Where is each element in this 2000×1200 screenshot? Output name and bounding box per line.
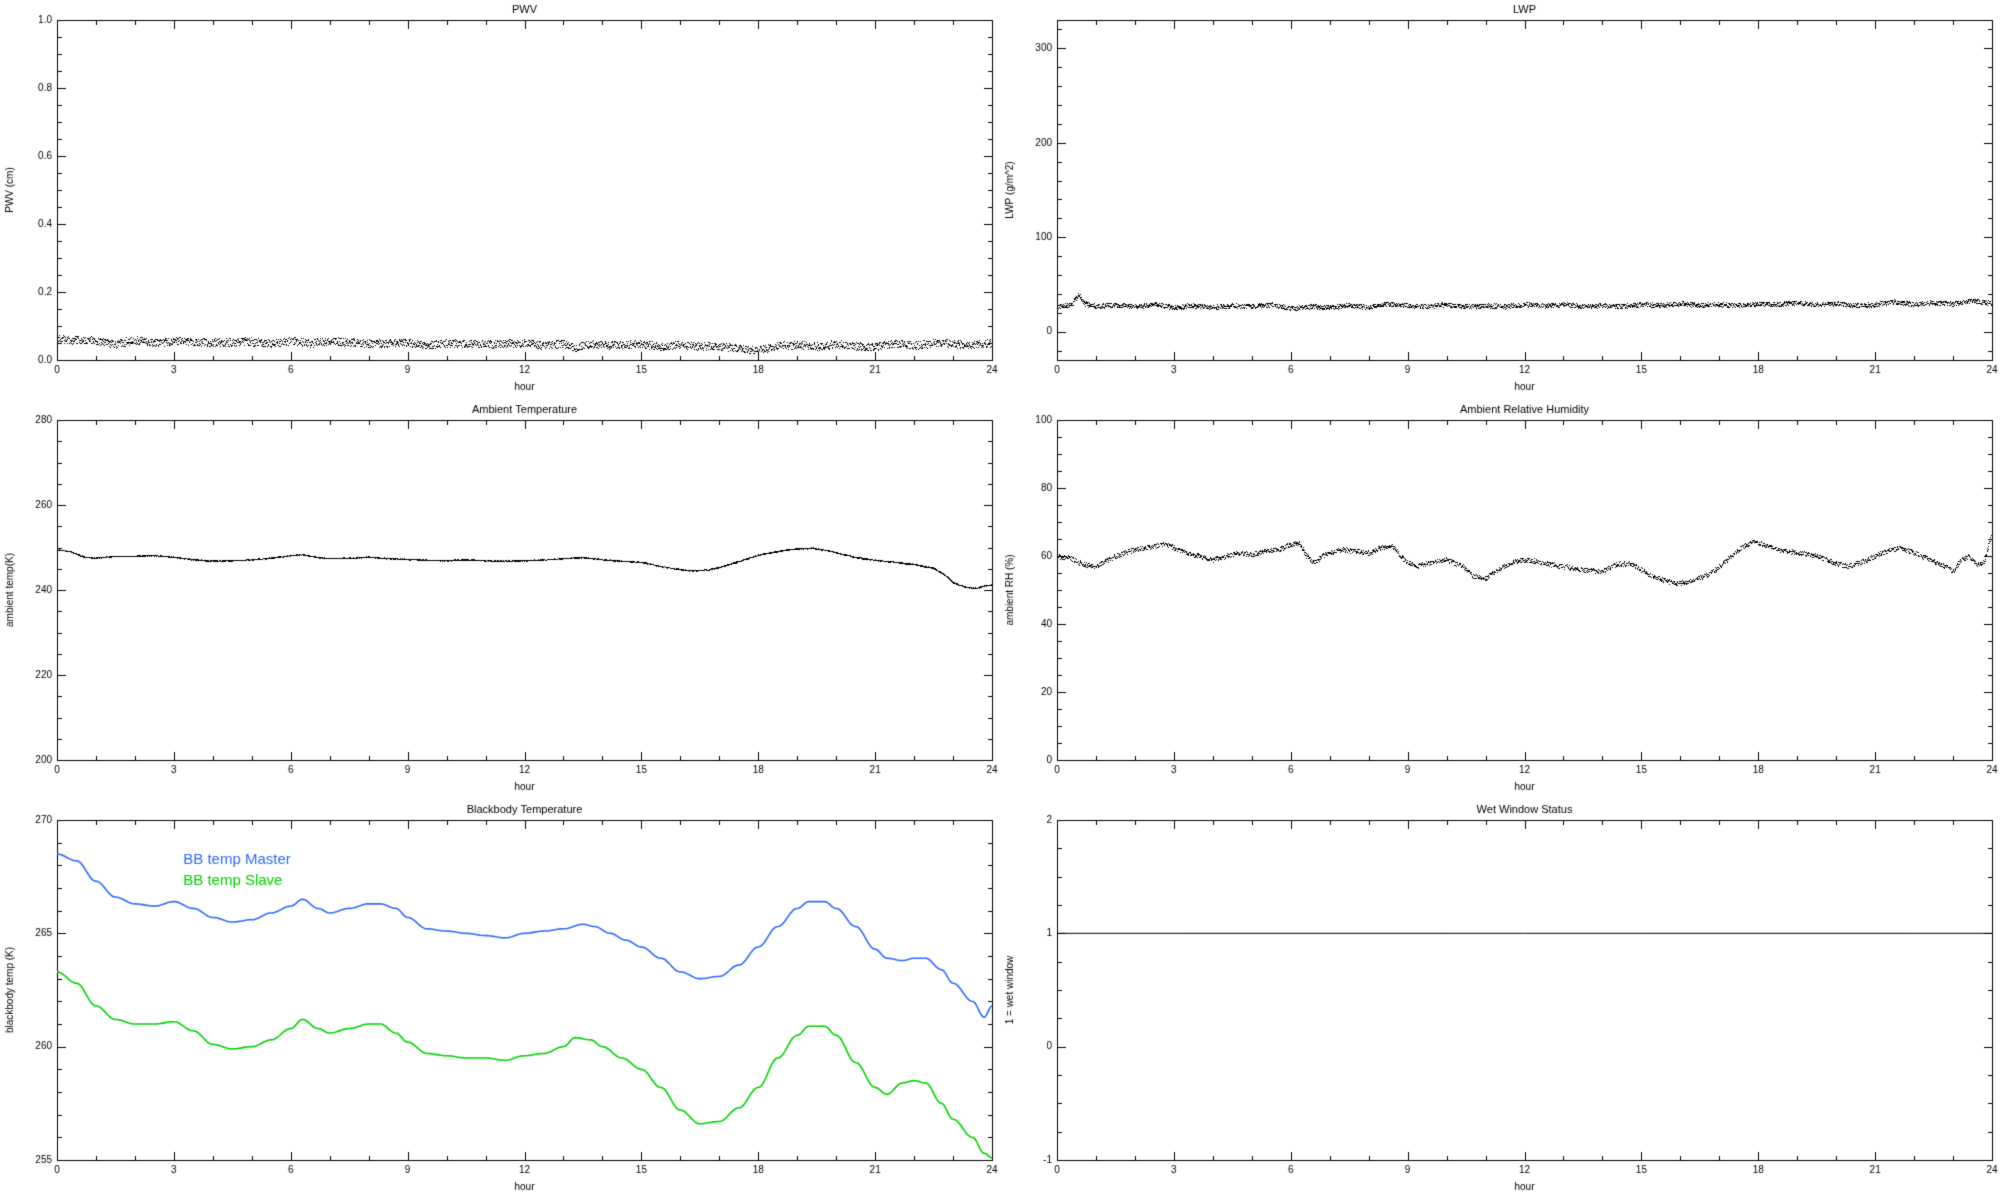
ambient-relative-humidity-chart xyxy=(1000,400,2000,800)
panel-lwp xyxy=(1000,0,2000,400)
ambient-temperature-chart xyxy=(0,400,1000,800)
blackbody-temperature-chart xyxy=(0,800,1000,1200)
panel-pwv xyxy=(0,0,1000,400)
lwp-chart xyxy=(1000,0,2000,400)
panel-ambient-relative-humidity xyxy=(1000,400,2000,800)
wet-window-status-chart xyxy=(1000,800,2000,1200)
pwv-chart xyxy=(0,0,1000,400)
panel-wet-window-status xyxy=(1000,800,2000,1200)
panel-ambient-temperature xyxy=(0,400,1000,800)
panel-blackbody-temperature xyxy=(0,800,1000,1200)
